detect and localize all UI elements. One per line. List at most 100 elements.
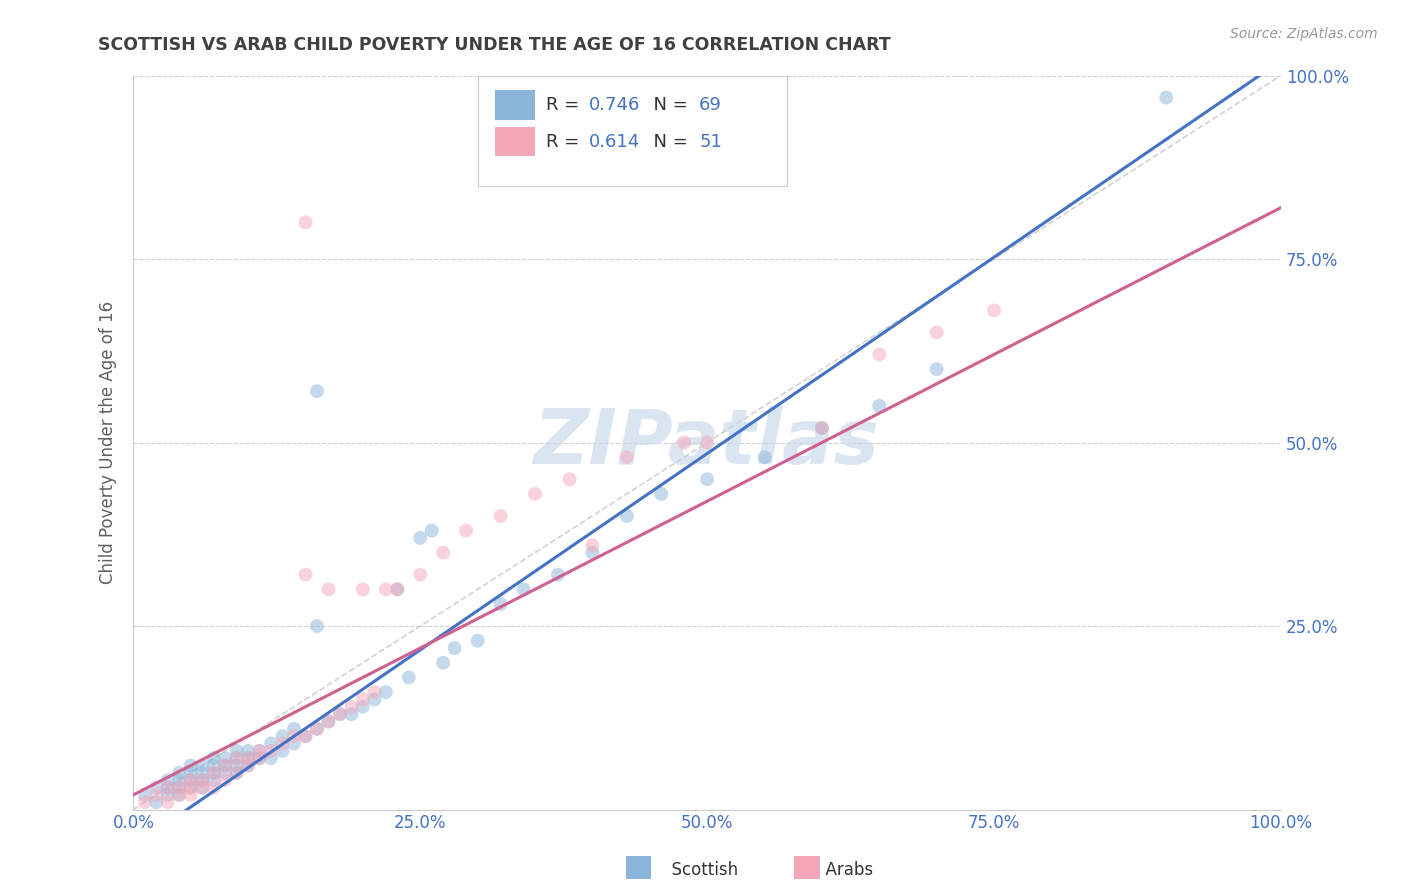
Point bbox=[305, 722, 328, 736]
Point bbox=[167, 780, 190, 795]
Point bbox=[214, 773, 236, 788]
Text: 0.614: 0.614 bbox=[589, 133, 640, 151]
Point bbox=[249, 744, 271, 758]
Point bbox=[409, 567, 432, 582]
Point bbox=[236, 758, 259, 772]
Point bbox=[202, 773, 225, 788]
Text: Source: ZipAtlas.com: Source: ZipAtlas.com bbox=[1230, 27, 1378, 41]
Point bbox=[352, 692, 374, 706]
Point bbox=[305, 384, 328, 399]
Point bbox=[318, 582, 340, 597]
Point bbox=[191, 773, 214, 788]
Point bbox=[180, 758, 202, 772]
Text: 0.746: 0.746 bbox=[589, 95, 640, 114]
Point bbox=[271, 729, 294, 743]
Point bbox=[191, 780, 214, 795]
Point bbox=[340, 707, 363, 722]
Text: ZIPatlas: ZIPatlas bbox=[534, 406, 880, 480]
Point bbox=[249, 744, 271, 758]
Point bbox=[983, 303, 1005, 318]
Point bbox=[340, 699, 363, 714]
Point bbox=[696, 435, 718, 450]
Point bbox=[180, 788, 202, 802]
Point bbox=[318, 714, 340, 729]
Point bbox=[180, 780, 202, 795]
Point bbox=[754, 450, 776, 465]
Point bbox=[191, 758, 214, 772]
Point bbox=[202, 765, 225, 780]
Point bbox=[512, 582, 534, 597]
Point bbox=[167, 773, 190, 788]
FancyBboxPatch shape bbox=[478, 76, 787, 186]
Y-axis label: Child Poverty Under the Age of 16: Child Poverty Under the Age of 16 bbox=[100, 301, 117, 584]
Point bbox=[271, 744, 294, 758]
Point bbox=[294, 567, 316, 582]
Text: Scottish: Scottish bbox=[661, 861, 738, 879]
Point bbox=[558, 472, 581, 486]
Point bbox=[420, 524, 443, 538]
Point bbox=[167, 788, 190, 802]
Point bbox=[202, 758, 225, 772]
Point bbox=[374, 685, 396, 699]
Point bbox=[868, 347, 890, 361]
Point bbox=[581, 546, 603, 560]
Point bbox=[398, 670, 420, 684]
Text: 51: 51 bbox=[699, 133, 723, 151]
Point bbox=[374, 582, 396, 597]
Point bbox=[616, 450, 638, 465]
Point bbox=[145, 788, 167, 802]
Point bbox=[180, 765, 202, 780]
Point bbox=[363, 692, 385, 706]
Point bbox=[318, 714, 340, 729]
Point bbox=[236, 751, 259, 765]
Text: N =: N = bbox=[641, 133, 693, 151]
Point bbox=[925, 326, 948, 340]
Point bbox=[236, 744, 259, 758]
Point bbox=[134, 795, 156, 809]
Point bbox=[260, 751, 283, 765]
Point bbox=[202, 765, 225, 780]
Point bbox=[294, 215, 316, 229]
Text: SCOTTISH VS ARAB CHILD POVERTY UNDER THE AGE OF 16 CORRELATION CHART: SCOTTISH VS ARAB CHILD POVERTY UNDER THE… bbox=[98, 36, 891, 54]
Point bbox=[180, 773, 202, 788]
Point bbox=[283, 729, 305, 743]
Point bbox=[581, 538, 603, 552]
Point bbox=[387, 582, 409, 597]
Point bbox=[202, 751, 225, 765]
Point bbox=[191, 765, 214, 780]
Point bbox=[363, 685, 385, 699]
Point bbox=[409, 531, 432, 545]
Text: R =: R = bbox=[547, 95, 585, 114]
Point bbox=[489, 508, 512, 523]
Point bbox=[811, 421, 834, 435]
Point bbox=[271, 736, 294, 750]
Point bbox=[696, 472, 718, 486]
Point bbox=[650, 487, 672, 501]
Point bbox=[180, 773, 202, 788]
Point bbox=[225, 758, 247, 772]
Point bbox=[167, 780, 190, 795]
Point bbox=[202, 780, 225, 795]
Point bbox=[236, 751, 259, 765]
Point bbox=[260, 736, 283, 750]
Point bbox=[145, 795, 167, 809]
Point bbox=[156, 788, 179, 802]
Point bbox=[868, 399, 890, 413]
Point bbox=[283, 736, 305, 750]
Point bbox=[260, 744, 283, 758]
Point bbox=[225, 744, 247, 758]
Text: Arabs: Arabs bbox=[815, 861, 873, 879]
Point bbox=[673, 435, 696, 450]
Point bbox=[352, 582, 374, 597]
Point bbox=[432, 656, 454, 670]
Point bbox=[329, 707, 352, 722]
Bar bbox=[495, 127, 536, 156]
Point bbox=[1154, 90, 1177, 104]
Point bbox=[214, 765, 236, 780]
Point bbox=[925, 362, 948, 376]
Point bbox=[225, 765, 247, 780]
Point bbox=[225, 751, 247, 765]
Point bbox=[156, 780, 179, 795]
Point bbox=[294, 729, 316, 743]
Point bbox=[225, 751, 247, 765]
